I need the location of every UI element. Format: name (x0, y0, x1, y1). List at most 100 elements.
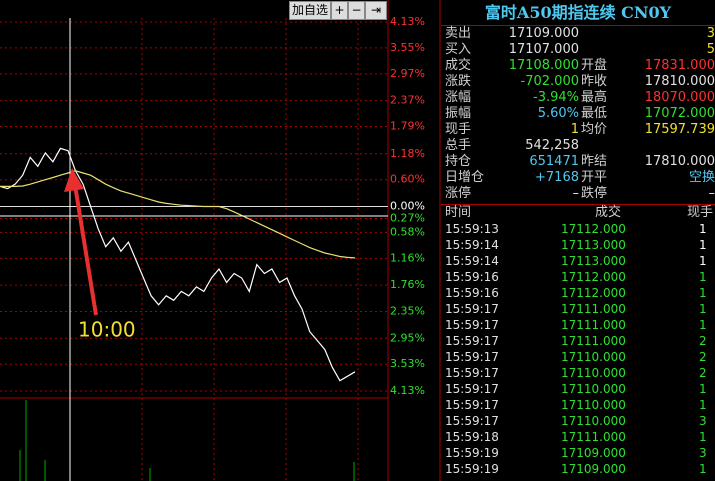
quote-row: 总手 542,258 (441, 138, 715, 154)
quote-label: 成交 (445, 58, 472, 73)
trade-row: 15:59:14 17113.000 1 (441, 253, 715, 269)
quote-label: 持仓 (445, 154, 472, 169)
y-tick-label: 4.13% (390, 15, 425, 28)
quote-label: 昨结 (581, 154, 608, 169)
quote-label: 总手 (445, 138, 472, 153)
trade-row: 15:59:17 17110.000 1 (441, 381, 715, 397)
trade-time: 15:59:19 (445, 446, 499, 460)
quote-value: 17810.000 (644, 154, 715, 169)
trade-time: 15:59:14 (445, 238, 499, 252)
trade-volume: 1 (699, 286, 707, 300)
quote-value: 17831.000 (644, 58, 715, 73)
quote-label: 开盘 (581, 58, 608, 73)
trade-volume: 1 (699, 302, 707, 316)
trades-table: 时间 成交 现手 15:59:13 17112.000 1 15:59:14 17113.00… (441, 204, 715, 477)
y-tick-label: 2.97% (390, 67, 425, 80)
quote-label: 开平 (581, 170, 608, 185)
trade-time: 15:59:17 (445, 398, 499, 412)
quote-label: 跌停 (581, 186, 608, 201)
quote-label: 最高 (581, 90, 608, 105)
y-tick-label: 3.55% (390, 41, 425, 54)
trade-price: 17113.000 (561, 254, 626, 268)
quote-title: 富时A50期指连续 CN0Y (441, 0, 715, 26)
trade-time: 15:59:17 (445, 334, 499, 348)
header-time: 时间 (445, 205, 472, 220)
arrow-head (64, 168, 84, 192)
trade-time: 15:59:16 (445, 270, 499, 284)
quote-value: 17108.000 (508, 58, 579, 73)
trade-price: 17109.000 (561, 446, 626, 460)
y-tick-label: 0.58% (390, 225, 425, 238)
quote-value: -702.000 (520, 74, 579, 89)
quote-value: 3 (706, 26, 715, 41)
y-tick-label: 1.16% (390, 251, 425, 264)
trade-price: 17110.000 (561, 382, 626, 396)
quote-table: 卖出 17109.000 3 买入 17107.000 5 成交 17108.000 开盘 178… (441, 26, 715, 202)
quote-label: 最低 (581, 106, 608, 121)
trade-row: 15:59:17 17110.000 3 (441, 413, 715, 429)
quote-value: 5 (706, 42, 715, 57)
quote-row: 持仓 651471 昨结 17810.000 (441, 154, 715, 170)
trade-row: 15:59:17 17110.000 2 (441, 349, 715, 365)
arrow-shaft (73, 184, 98, 316)
zoom-in-button[interactable]: + (331, 1, 348, 20)
trade-price: 17111.000 (561, 318, 626, 332)
quote-value: 17107.000 (508, 42, 579, 57)
add-watch-button[interactable]: 加自选 (289, 1, 331, 20)
quote-value: 17597.739 (644, 122, 715, 137)
trade-price: 17110.000 (561, 398, 626, 412)
trade-price: 17111.000 (561, 430, 626, 444)
quote-label: 日增仓 (445, 170, 485, 185)
quote-row: 涨幅 -3.94% 最高 18070.000 (441, 90, 715, 106)
trade-row: 15:59:18 17111.000 1 (441, 429, 715, 445)
trade-volume: 1 (699, 430, 707, 444)
trade-row: 15:59:19 17109.000 1 (441, 461, 715, 477)
quote-value: 18070.000 (644, 90, 715, 105)
trade-row: 15:59:17 17111.000 2 (441, 333, 715, 349)
zoom-out-button[interactable]: − (348, 1, 365, 20)
trade-time: 15:59:14 (445, 254, 499, 268)
trade-price: 17109.000 (561, 462, 626, 476)
trade-row: 15:59:17 17110.000 2 (441, 365, 715, 381)
y-tick-label: 2.95% (390, 331, 425, 344)
y-tick-label: 4.13% (390, 384, 425, 397)
collapse-button[interactable]: ⇥ (365, 1, 387, 20)
y-tick-label: 1.18% (390, 147, 425, 160)
quote-value: 17810.000 (644, 74, 715, 89)
annotation: 10:00 (78, 318, 136, 342)
y-tick-label: 0.60% (390, 173, 425, 186)
quote-value: 17109.000 (508, 26, 579, 41)
trades-header: 时间 成交 现手 (441, 205, 715, 221)
trade-time: 15:59:17 (445, 382, 499, 396)
quote-label: 现手 (445, 122, 472, 137)
y-tick-label: 2.35% (390, 304, 425, 317)
quote-label: 涨跌 (445, 74, 472, 89)
trade-row: 15:59:16 17112.000 1 (441, 285, 715, 301)
trade-volume: 1 (699, 462, 707, 476)
y-tick-label: 0.00% (390, 200, 425, 213)
quote-value: – (708, 186, 715, 201)
quote-label: 涨停 (445, 186, 472, 201)
trade-volume: 3 (699, 446, 707, 460)
trade-price: 17111.000 (561, 302, 626, 316)
quote-value: 651471 (529, 154, 579, 169)
trade-volume: 1 (699, 222, 707, 236)
quote-row: 涨跌 -702.000 昨收 17810.000 (441, 74, 715, 90)
quote-row: 涨停 – 跌停 – (441, 186, 715, 202)
price-line (0, 147, 356, 382)
quote-label: 涨幅 (445, 90, 472, 105)
quote-value: 542,258 (525, 138, 579, 153)
trade-volume: 1 (699, 398, 707, 412)
trade-time: 15:59:18 (445, 430, 499, 444)
trade-time: 15:59:13 (445, 222, 499, 236)
trade-time: 15:59:17 (445, 366, 499, 380)
trade-price: 17113.000 (561, 238, 626, 252)
trade-row: 15:59:16 17112.000 1 (441, 269, 715, 285)
trade-row: 15:59:14 17113.000 1 (441, 237, 715, 253)
y-tick-label: 3.53% (390, 357, 425, 370)
quote-row: 振幅 5.60% 最低 17072.000 (441, 106, 715, 122)
quote-row: 买入 17107.000 5 (441, 42, 715, 58)
trade-volume: 2 (699, 366, 707, 380)
trade-row: 15:59:17 17111.000 1 (441, 301, 715, 317)
